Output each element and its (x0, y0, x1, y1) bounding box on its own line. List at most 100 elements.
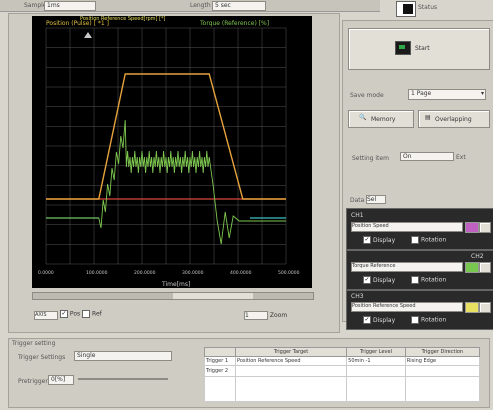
axis-opt1-label: Pos (69, 310, 81, 318)
axis-mode-select[interactable]: AXIS (34, 310, 58, 320)
trigger-table-header: Trigger Target Trigger Level Trigger Dir… (204, 347, 481, 357)
zoom-label: Zoom (269, 312, 288, 319)
chart-left-label: Position (Pulse) [ *1 ] (46, 20, 109, 27)
table-row[interactable]: Trigger 1 Position Reference Speed 50min… (204, 356, 481, 366)
ch3-color-swatch[interactable] (465, 302, 479, 313)
pretrigger-slider[interactable] (78, 378, 168, 380)
layers-icon: ▤ (425, 114, 431, 121)
length-field[interactable]: 5 sec (212, 1, 266, 11)
x-tick-label: 300.0000 (182, 270, 204, 276)
trigger-table: Trigger Target Trigger Level Trigger Dir… (204, 347, 481, 402)
trigger-mode-select[interactable]: Single (74, 351, 172, 361)
table-cell[interactable] (346, 365, 406, 377)
save-mode-label: Save mode (350, 92, 384, 99)
setting-label: Setting item (352, 155, 389, 162)
col-header: Trigger Level (346, 347, 406, 357)
ch2-color-swatch[interactable] (465, 262, 479, 273)
save-mode-value: 1 Page (411, 90, 432, 97)
ch1-color-swatch[interactable] (465, 222, 479, 233)
table-row[interactable]: Trigger 2 (204, 365, 481, 377)
memory-button-label: Memory (371, 116, 396, 123)
ch1-select[interactable]: Position Speed (351, 222, 463, 232)
ch3-menu-button[interactable] (479, 302, 491, 313)
ch3-display-checkbox[interactable] (363, 316, 371, 324)
sample-label: Sample (24, 2, 47, 9)
data-tab[interactable]: Sel (366, 195, 386, 204)
x-tick-label: 400.0000 (230, 270, 252, 276)
overlapping-button[interactable]: ▤ Overlapping (418, 110, 490, 128)
ch3-display-label: Display (373, 316, 396, 324)
setting-value: On (403, 153, 412, 160)
cursor-marker-icon[interactable] (84, 32, 92, 38)
status-area: Status (392, 0, 452, 18)
table-cell[interactable]: 50min -1 (346, 356, 406, 366)
x-tick-labels: 0.0000 100.0000 200.0000 300.0000 400.0000 50… (38, 270, 300, 276)
col-header (204, 347, 236, 357)
ch2-name: Torque Reference (352, 263, 396, 269)
x-tick-label: 500.0000 (278, 270, 300, 276)
table-cell (346, 376, 406, 402)
table-row[interactable] (204, 376, 481, 402)
chart-right-label: Torque (Reference) [%] (199, 20, 269, 27)
table-cell[interactable]: Position Reference Speed (234, 356, 348, 366)
ch1-options: Display Rotation (363, 236, 446, 244)
save-mode-select[interactable]: 1 Page ▾ (408, 89, 486, 100)
chart-top-label: Position Reference Speed[rpm] [*] (80, 16, 166, 22)
ch3-header: CH3 (351, 293, 364, 300)
ch2-rotation-label: Rotation (421, 276, 447, 284)
top-bar: Sample 1ms Length 5 sec (0, 0, 380, 12)
chart-background (32, 16, 312, 288)
x-tick-label: 100.0000 (86, 270, 108, 276)
length-value: 5 sec (215, 2, 231, 9)
table-cell (204, 376, 236, 402)
ch1-rotation-label: Rotation (421, 236, 447, 244)
sample-value: 1ms (47, 2, 60, 9)
search-icon: 🔍 (359, 114, 367, 121)
table-cell[interactable]: Rising Edge (404, 356, 481, 366)
ch3-select[interactable]: Position Reference Speed (351, 302, 463, 312)
pretrigger-field[interactable]: 0[%] (48, 375, 74, 385)
start-label: Start (415, 45, 430, 52)
ch2-menu-button[interactable] (479, 262, 491, 273)
zoom-field[interactable]: 1 (244, 311, 268, 320)
chevron-down-icon: ▾ (480, 90, 484, 97)
trigger-section-label: Trigger setting (12, 340, 56, 347)
axis-opt1-checkbox[interactable] (59, 310, 68, 318)
ch2-select[interactable]: Torque Reference (351, 262, 463, 272)
channel-panel-2: CH2 Torque Reference Display Rotation (346, 250, 493, 290)
ch2-options: Display Rotation (363, 276, 446, 284)
chart-scrollbar[interactable] (32, 292, 314, 300)
sample-field[interactable]: 1ms (44, 1, 96, 11)
x-tick-label: 200.0000 (134, 270, 156, 276)
ch3-name: Position Reference Speed (352, 303, 416, 309)
ch3-rotation-checkbox[interactable] (411, 316, 420, 324)
col-header: Trigger Direction (404, 347, 481, 357)
col-header: Trigger Target (234, 347, 348, 357)
table-cell (404, 376, 481, 402)
status-indicator (396, 1, 416, 17)
ch2-display-label: Display (373, 276, 396, 284)
setting-unit: Ext (456, 154, 466, 161)
x-tick-label: 0.0000 (38, 270, 54, 276)
ch1-menu-button[interactable] (479, 222, 491, 233)
axis-mode-row: AXIS Pos Ref (34, 310, 102, 320)
ch2-rotation-checkbox[interactable] (411, 276, 420, 284)
ch3-options: Display Rotation (363, 316, 446, 324)
ch1-display-checkbox[interactable] (363, 236, 371, 244)
pretrigger-value: 0[%] (51, 376, 66, 383)
memory-button[interactable]: 🔍 Memory (348, 110, 414, 128)
series-trapezoid (46, 73, 286, 200)
zoom-row: 1 Zoom (244, 311, 287, 320)
channel-panel-1: CH1 Position Speed Display Rotation (346, 208, 493, 250)
axis-opt2-label: Ref (92, 310, 102, 318)
axis-opt2-checkbox[interactable] (82, 310, 91, 318)
ch2-display-checkbox[interactable] (363, 276, 371, 284)
setting-field[interactable]: On (400, 152, 454, 161)
start-button[interactable]: Start (348, 28, 490, 70)
table-cell[interactable] (234, 365, 348, 377)
table-cell[interactable] (404, 365, 481, 377)
status-label: Status (418, 4, 438, 11)
waveform-chart[interactable]: Position (Pulse) [ *1 ] Torque (Referenc… (32, 16, 312, 288)
table-cell: Trigger 1 (204, 356, 236, 366)
ch1-rotation-checkbox[interactable] (411, 236, 420, 244)
